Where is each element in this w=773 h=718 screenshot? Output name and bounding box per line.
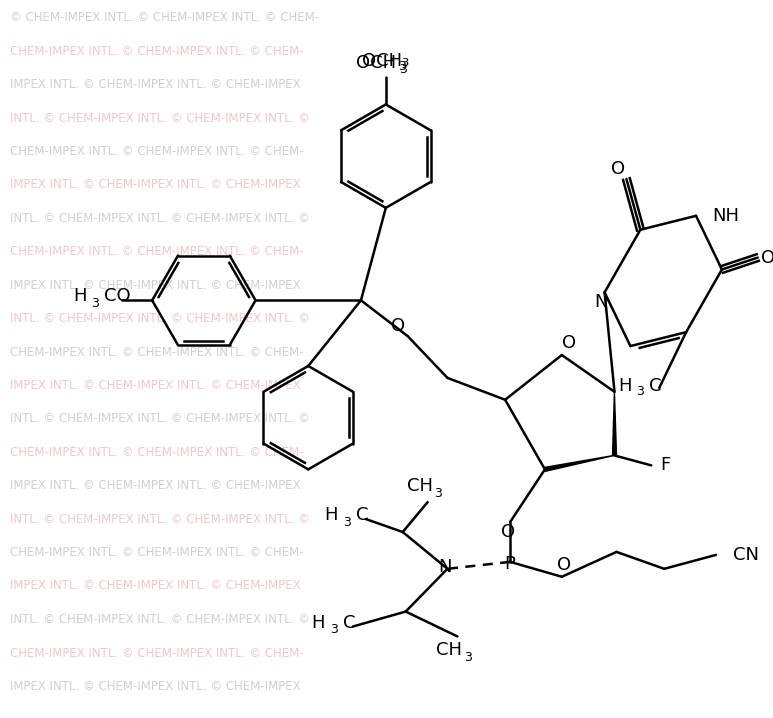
Text: NH: NH xyxy=(712,207,739,225)
Text: INTL. © CHEM-IMPEX INTL. © CHEM-IMPEX INTL. ©: INTL. © CHEM-IMPEX INTL. © CHEM-IMPEX IN… xyxy=(10,312,310,325)
Text: H: H xyxy=(73,287,87,305)
Text: CHEM-IMPEX INTL. © CHEM-IMPEX INTL. © CHEM-: CHEM-IMPEX INTL. © CHEM-IMPEX INTL. © CH… xyxy=(10,446,304,459)
Text: © CHEM-IMPEX INTL. © CHEM-IMPEX INTL. © CHEM-: © CHEM-IMPEX INTL. © CHEM-IMPEX INTL. © … xyxy=(10,11,319,24)
Text: N: N xyxy=(594,294,608,312)
Text: IMPEX INTL. © CHEM-IMPEX INTL. © CHEM-IMPEX: IMPEX INTL. © CHEM-IMPEX INTL. © CHEM-IM… xyxy=(10,680,301,693)
Text: H: H xyxy=(618,377,632,395)
Text: 3: 3 xyxy=(91,297,100,309)
Text: IMPEX INTL. © CHEM-IMPEX INTL. © CHEM-IMPEX: IMPEX INTL. © CHEM-IMPEX INTL. © CHEM-IM… xyxy=(10,379,301,392)
Text: INTL. © CHEM-IMPEX INTL. © CHEM-IMPEX INTL. ©: INTL. © CHEM-IMPEX INTL. © CHEM-IMPEX IN… xyxy=(10,412,310,425)
Text: OCH₃: OCH₃ xyxy=(363,52,410,70)
Text: C: C xyxy=(343,613,356,632)
Text: INTL. © CHEM-IMPEX INTL. © CHEM-IMPEX INTL. ©: INTL. © CHEM-IMPEX INTL. © CHEM-IMPEX IN… xyxy=(10,513,310,526)
Text: 3: 3 xyxy=(330,623,338,636)
Text: CO: CO xyxy=(104,287,131,305)
Text: OCH: OCH xyxy=(356,54,396,72)
Polygon shape xyxy=(544,455,615,471)
Text: O: O xyxy=(501,523,515,541)
Text: O: O xyxy=(557,556,571,574)
Text: O: O xyxy=(390,317,405,335)
Text: CH: CH xyxy=(407,477,433,495)
Text: CHEM-IMPEX INTL. © CHEM-IMPEX INTL. © CHEM-: CHEM-IMPEX INTL. © CHEM-IMPEX INTL. © CH… xyxy=(10,647,304,660)
Text: CN: CN xyxy=(733,546,759,564)
Text: IMPEX INTL. © CHEM-IMPEX INTL. © CHEM-IMPEX: IMPEX INTL. © CHEM-IMPEX INTL. © CHEM-IM… xyxy=(10,78,301,91)
Text: 3: 3 xyxy=(398,60,406,73)
Text: 3: 3 xyxy=(465,651,472,664)
Text: INTL. © CHEM-IMPEX INTL. © CHEM-IMPEX INTL. ©: INTL. © CHEM-IMPEX INTL. © CHEM-IMPEX IN… xyxy=(10,112,310,125)
Text: F: F xyxy=(660,457,670,475)
Text: 3: 3 xyxy=(434,487,442,500)
Text: 3: 3 xyxy=(399,63,407,76)
Text: C: C xyxy=(356,506,369,524)
Text: H: H xyxy=(312,613,325,632)
Text: IMPEX INTL. © CHEM-IMPEX INTL. © CHEM-IMPEX: IMPEX INTL. © CHEM-IMPEX INTL. © CHEM-IM… xyxy=(10,479,301,492)
Text: INTL. © CHEM-IMPEX INTL. © CHEM-IMPEX INTL. ©: INTL. © CHEM-IMPEX INTL. © CHEM-IMPEX IN… xyxy=(10,613,310,626)
Text: O: O xyxy=(562,334,576,352)
Text: O: O xyxy=(611,160,625,178)
Text: INTL. © CHEM-IMPEX INTL. © CHEM-IMPEX INTL. ©: INTL. © CHEM-IMPEX INTL. © CHEM-IMPEX IN… xyxy=(10,213,310,225)
Text: O: O xyxy=(761,248,773,266)
Text: CHEM-IMPEX INTL. © CHEM-IMPEX INTL. © CHEM-: CHEM-IMPEX INTL. © CHEM-IMPEX INTL. © CH… xyxy=(10,345,304,358)
Text: IMPEX INTL. © CHEM-IMPEX INTL. © CHEM-IMPEX: IMPEX INTL. © CHEM-IMPEX INTL. © CHEM-IM… xyxy=(10,179,301,192)
Text: H: H xyxy=(325,506,338,524)
Text: P: P xyxy=(505,555,516,573)
Text: 3: 3 xyxy=(343,516,351,528)
Text: C: C xyxy=(649,377,662,395)
Text: CHEM-IMPEX INTL. © CHEM-IMPEX INTL. © CHEM-: CHEM-IMPEX INTL. © CHEM-IMPEX INTL. © CH… xyxy=(10,546,304,559)
Text: CH: CH xyxy=(437,641,462,659)
Text: CHEM-IMPEX INTL. © CHEM-IMPEX INTL. © CHEM-: CHEM-IMPEX INTL. © CHEM-IMPEX INTL. © CH… xyxy=(10,145,304,158)
Text: IMPEX INTL. © CHEM-IMPEX INTL. © CHEM-IMPEX: IMPEX INTL. © CHEM-IMPEX INTL. © CHEM-IM… xyxy=(10,279,301,292)
Polygon shape xyxy=(612,392,617,455)
Text: IMPEX INTL. © CHEM-IMPEX INTL. © CHEM-IMPEX: IMPEX INTL. © CHEM-IMPEX INTL. © CHEM-IM… xyxy=(10,579,301,592)
Text: N: N xyxy=(439,558,452,576)
Text: 3: 3 xyxy=(636,386,645,398)
Text: CHEM-IMPEX INTL. © CHEM-IMPEX INTL. © CHEM-: CHEM-IMPEX INTL. © CHEM-IMPEX INTL. © CH… xyxy=(10,45,304,58)
Text: CHEM-IMPEX INTL. © CHEM-IMPEX INTL. © CHEM-: CHEM-IMPEX INTL. © CHEM-IMPEX INTL. © CH… xyxy=(10,245,304,258)
